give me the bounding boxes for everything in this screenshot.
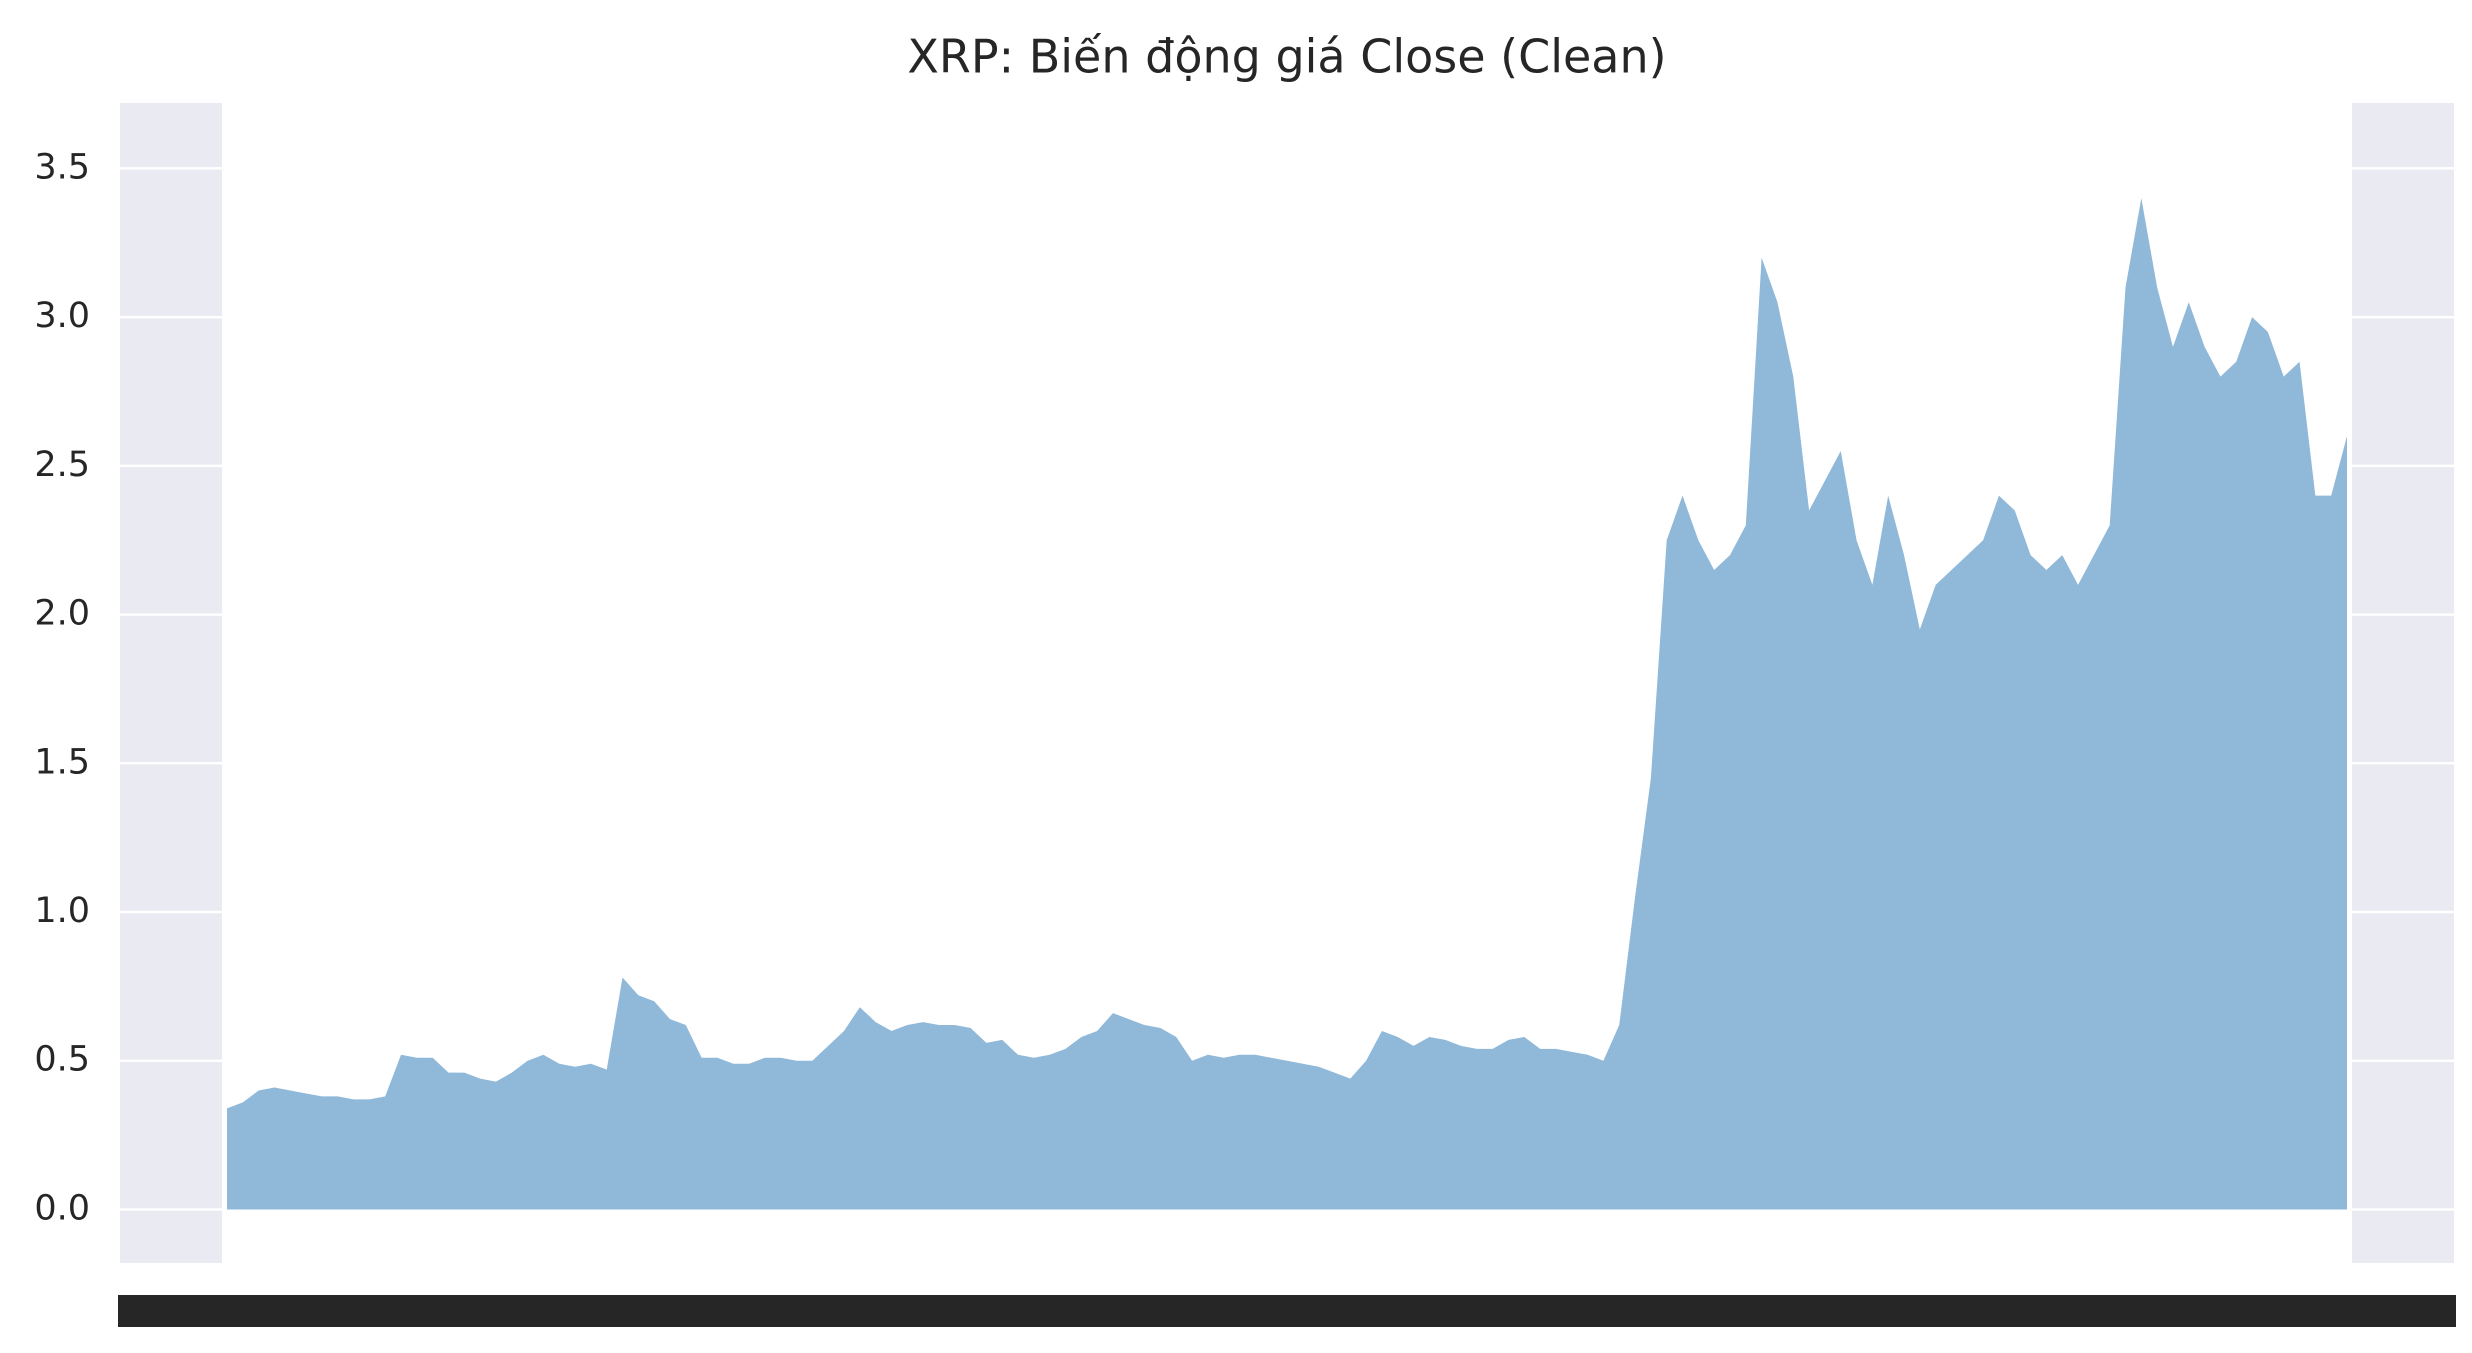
y-tick-label: 2.0 bbox=[34, 594, 90, 634]
y-tick-label: 0.5 bbox=[34, 1040, 90, 1080]
y-tick-label: 1.5 bbox=[34, 742, 90, 782]
y-tick-label: 2.5 bbox=[34, 445, 90, 485]
y-tick-label: 1.0 bbox=[34, 891, 90, 931]
y-tick-label: 3.5 bbox=[34, 147, 90, 187]
y-tick-label: 0.0 bbox=[34, 1188, 90, 1228]
x-tick-labels-overlap bbox=[118, 1295, 2456, 1327]
y-tick-label: 3.0 bbox=[34, 296, 90, 336]
marks bbox=[227, 198, 2347, 1210]
area bbox=[227, 198, 2347, 1210]
chart-title: XRP: Biến động giá Close (Clean) bbox=[907, 30, 1666, 84]
